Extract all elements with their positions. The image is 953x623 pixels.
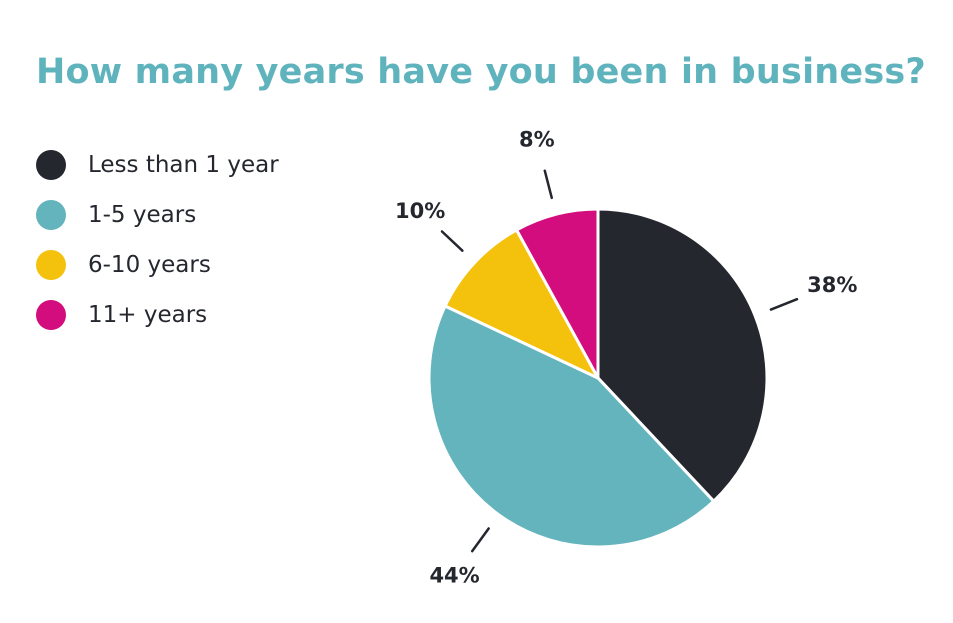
pie-slice-less-than-1-year [596, 207, 769, 503]
legend: Less than 1 year 1-5 years 6-10 years 11… [36, 140, 279, 340]
legend-swatch-6-10-years [36, 250, 66, 280]
legend-label-less-than-1-year: Less than 1 year [88, 152, 279, 178]
chart-title: How many years have you been in business… [36, 52, 926, 92]
legend-item-1-5-years: 1-5 years [36, 190, 279, 240]
pie-slice-1-5-years [427, 304, 716, 549]
legend-item-6-10-years: 6-10 years [36, 240, 279, 290]
data-label-1-5-years: 44% [429, 563, 479, 587]
leader-line-less-than-1-year [769, 297, 799, 311]
pie-slice-11-plus-years [515, 207, 600, 380]
legend-label-11-plus-years: 11+ years [88, 302, 208, 328]
legend-label-6-10-years: 6-10 years [88, 252, 211, 278]
leader-line-6-10-years [440, 230, 464, 252]
legend-swatch-1-5-years [36, 200, 66, 230]
leader-line-11-plus-years [543, 169, 553, 200]
pie-slice-6-10-years [443, 228, 600, 380]
legend-label-1-5-years: 1-5 years [88, 202, 197, 228]
data-label-6-10-years: 10% [395, 199, 445, 223]
data-label-11-plus-years: 8% [519, 128, 555, 152]
legend-item-less-than-1-year: Less than 1 year [36, 140, 279, 190]
data-label-less-than-1-year: 38% [807, 273, 857, 297]
legend-swatch-11-plus-years [36, 300, 66, 330]
legend-swatch-less-than-1-year [36, 150, 66, 180]
leader-line-1-5-years [470, 527, 490, 553]
legend-item-11-plus-years: 11+ years [36, 290, 279, 340]
